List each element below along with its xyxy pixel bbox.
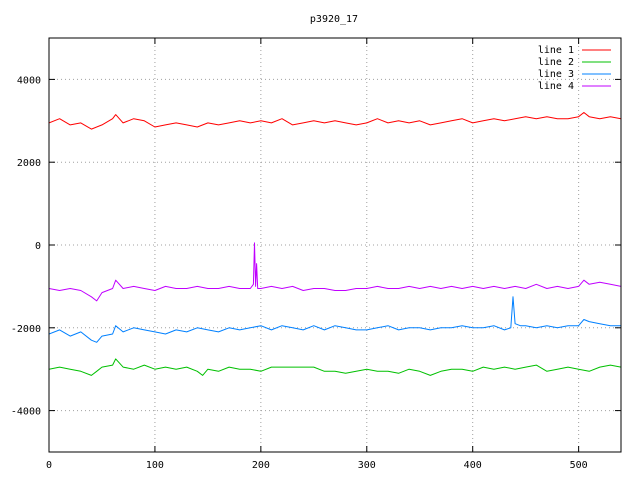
- y-tick-label: 4000: [17, 75, 41, 86]
- series-line-2: [49, 358, 621, 376]
- x-tick-label: 100: [146, 460, 164, 471]
- series-line-1: [49, 112, 621, 130]
- y-tick-label: -2000: [11, 324, 41, 335]
- grid: [49, 38, 621, 452]
- y-tick-label: 0: [35, 241, 41, 252]
- y-tick-label: -4000: [11, 407, 41, 418]
- x-tick-label: 200: [252, 460, 270, 471]
- series-line-3: [49, 296, 621, 343]
- axis-ticks: 0 100 200 300 400 500 -4000 -2000 0 2000 4000: [11, 38, 621, 471]
- legend-label: line 1: [538, 45, 574, 56]
- x-tick-label: 300: [358, 460, 376, 471]
- x-tick-label: 400: [464, 460, 482, 471]
- x-tick-label: 500: [570, 460, 588, 471]
- legend-label: line 4: [538, 81, 574, 92]
- legend-label: line 2: [538, 57, 574, 68]
- chart-title: p3920_17: [310, 14, 358, 25]
- y-tick-label: 2000: [17, 158, 41, 169]
- series-layer: [49, 112, 621, 376]
- legend-label: line 3: [538, 69, 574, 80]
- x-tick-label: 0: [46, 460, 52, 471]
- series-line-4: [49, 242, 621, 302]
